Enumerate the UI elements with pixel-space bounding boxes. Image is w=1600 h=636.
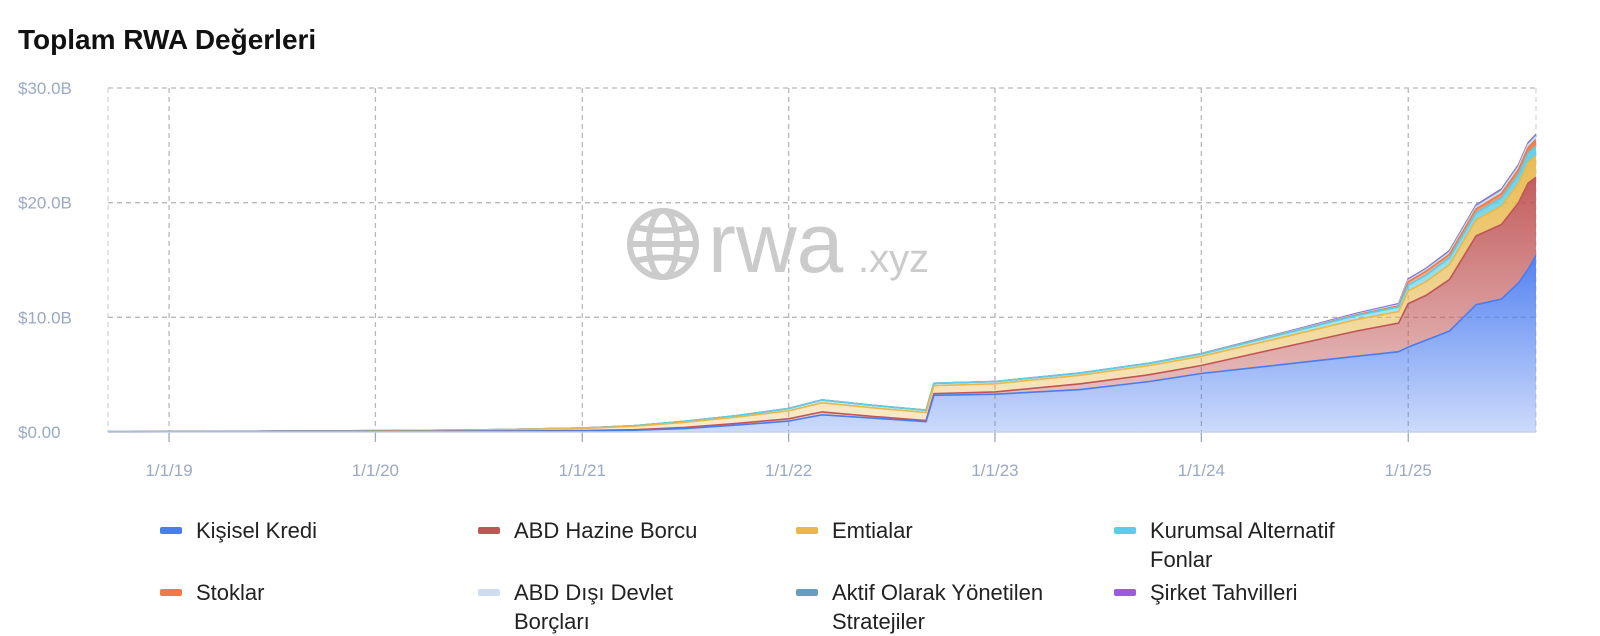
legend-swatch <box>1114 527 1136 534</box>
x-tick-label: 1/1/24 <box>1178 461 1225 480</box>
area-layer <box>107 133 1537 433</box>
legend-swatch <box>796 589 818 596</box>
legend-item[interactable]: Aktif Olarak Yönetilen Stratejiler <box>796 578 1114 636</box>
legend-swatch <box>160 527 182 534</box>
area-ki-isel-kredi <box>108 255 1536 432</box>
y-tick-label: $30.0B <box>18 79 72 98</box>
legend-swatch <box>478 527 500 534</box>
legend-label: Kişisel Kredi <box>196 518 318 543</box>
axis-layer: $0.00 $10.0B $20.0B $30.0B 1/1/19 1/1/20 1/1/2… <box>18 79 1536 480</box>
legend-label: ABD Hazine Borcu <box>514 518 698 543</box>
series-line-ki-isel-kredi <box>107 255 1537 433</box>
legend-label: Stoklar <box>196 580 265 605</box>
legend-item[interactable]: Stoklar <box>160 578 478 636</box>
x-tick-label: 1/1/23 <box>971 461 1018 480</box>
watermark-brand: rwa <box>708 196 844 290</box>
legend-swatch <box>796 527 818 534</box>
legend-item[interactable]: Şirket Tahvilleri <box>1114 578 1444 636</box>
grid-layer <box>107 87 1537 432</box>
legend-item[interactable]: Kişisel Kredi <box>160 516 478 574</box>
area-emtialar <box>108 155 1536 432</box>
x-tick-label: 1/1/22 <box>765 461 812 480</box>
x-tick-label: 1/1/25 <box>1385 461 1432 480</box>
y-tick-label: $20.0B <box>18 194 72 213</box>
legend-item[interactable]: ABD Dışı Devlet Borçları <box>478 578 796 636</box>
legend-label: Emtialar <box>832 518 913 543</box>
legend-label: ABD Dışı Devlet Borçları <box>514 580 673 634</box>
legend-swatch <box>160 589 182 596</box>
legend: Kişisel Kredi ABD Hazine Borcu Emtialar Kur… <box>160 516 1460 636</box>
y-tick-label: $0.00 <box>18 423 61 442</box>
globe-icon <box>627 208 699 280</box>
legend-item[interactable]: ABD Hazine Borcu <box>478 516 796 574</box>
legend-swatch <box>478 589 500 596</box>
x-tick-label: 1/1/20 <box>352 461 399 480</box>
watermark: rwa .xyz <box>627 196 929 290</box>
chart-title: Toplam RWA Değerleri <box>18 24 317 55</box>
watermark-suffix: .xyz <box>858 237 929 281</box>
x-tick-label: 1/1/19 <box>145 461 192 480</box>
legend-item[interactable]: Kurumsal Alternatif Fonlar <box>1114 516 1444 574</box>
legend-label: Kurumsal Alternatif Fonlar <box>1150 518 1335 572</box>
legend-label: Şirket Tahvilleri <box>1150 580 1298 605</box>
series-line-emtialar <box>107 155 1537 433</box>
y-tick-label: $10.0B <box>18 308 72 327</box>
legend-swatch <box>1114 589 1136 596</box>
x-tick-label: 1/1/21 <box>559 461 606 480</box>
legend-item[interactable]: Emtialar <box>796 516 1114 574</box>
legend-label: Aktif Olarak Yönetilen Stratejiler <box>832 580 1044 634</box>
